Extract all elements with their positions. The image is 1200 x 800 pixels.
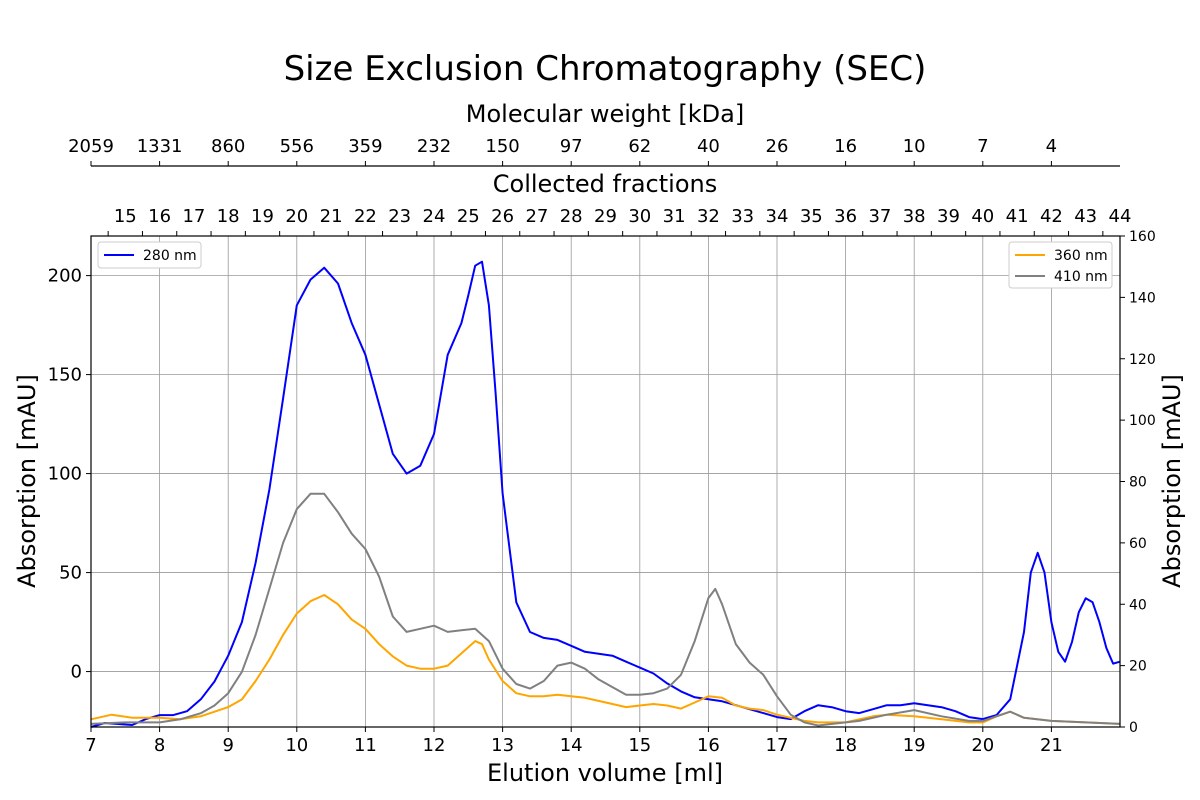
y-axis-left-label: Absorption [mAU] <box>13 374 41 588</box>
fraction-label: 32 <box>697 206 720 227</box>
fraction-label: 39 <box>937 206 960 227</box>
fraction-label: 23 <box>388 206 411 227</box>
y-right-tick-label: 60 <box>1129 536 1147 552</box>
fraction-label: 40 <box>971 206 994 227</box>
legend-360-label: 360 nm <box>1054 248 1108 264</box>
fraction-label: 22 <box>354 206 377 227</box>
y-left-tick-label: 200 <box>48 266 82 287</box>
y-right-tick-label: 140 <box>1129 290 1156 306</box>
fraction-label: 42 <box>1040 206 1063 227</box>
x-axis-label: Elution volume [ml] <box>487 759 723 787</box>
x-tick-label: 18 <box>834 735 857 756</box>
y-left-tick-label: 150 <box>48 365 82 386</box>
x-tick-label: 17 <box>766 735 789 756</box>
y-left-tick-label: 50 <box>59 563 82 584</box>
plot-frame <box>90 235 1121 728</box>
x-tick-label: 7 <box>85 735 96 756</box>
x-tick-label: 9 <box>222 735 233 756</box>
fraction-label: 38 <box>903 206 926 227</box>
fraction-label: 28 <box>560 206 583 227</box>
fraction-label: 27 <box>525 206 548 227</box>
fraction-label: 31 <box>663 206 686 227</box>
fraction-label: 34 <box>766 206 789 227</box>
fraction-label: 24 <box>423 206 446 227</box>
mw-tick-label: 2059 <box>68 136 114 157</box>
y-right-tick-label: 160 <box>1129 229 1156 245</box>
mw-tick-label: 62 <box>628 136 651 157</box>
mw-tick-label: 7 <box>977 136 988 157</box>
fraction-label: 18 <box>217 206 240 227</box>
x-axis-ticks: 7 8 9 10 11 12 13 14 15 16 17 18 19 20 21 <box>85 727 1063 756</box>
fraction-label: 26 <box>491 206 514 227</box>
mw-tick-label: 10 <box>903 136 926 157</box>
x-tick-label: 20 <box>971 735 994 756</box>
y-left-tick-label: 0 <box>71 662 82 683</box>
x-tick-label: 21 <box>1040 735 1063 756</box>
x-tick-label: 15 <box>628 735 651 756</box>
mw-tick-label: 556 <box>280 136 314 157</box>
y-right-tick-label: 20 <box>1129 659 1147 675</box>
x-tick-label: 8 <box>154 735 165 756</box>
x-tick-label: 11 <box>354 735 377 756</box>
top-axis-mw-label: Molecular weight [kDa] <box>466 100 744 128</box>
fraction-label: 25 <box>457 206 480 227</box>
fraction-label: 21 <box>320 206 343 227</box>
top-axis-fractions-label: Collected fractions <box>493 170 717 198</box>
x-tick-label: 14 <box>560 735 583 756</box>
fraction-label: 41 <box>1006 206 1029 227</box>
legend-280-label: 280 nm <box>143 248 197 264</box>
fraction-label: 37 <box>868 206 891 227</box>
y-right-tick-label: 100 <box>1129 413 1156 429</box>
y-right-tick-label: 120 <box>1129 352 1156 368</box>
fraction-label: 36 <box>834 206 857 227</box>
legend-right: 360 nm 410 nm <box>1008 241 1113 289</box>
fraction-label: 19 <box>251 206 274 227</box>
mw-tick-label: 4 <box>1046 136 1057 157</box>
fraction-label: 43 <box>1074 206 1097 227</box>
fraction-label: 17 <box>182 206 205 227</box>
collected-fractions-axis: 15 16 17 18 19 20 21 22 23 24 25 26 27 28 29 30 31 32 33 34… <box>107 206 1132 236</box>
mw-tick-label: 150 <box>485 136 519 157</box>
fraction-label: 35 <box>800 206 823 227</box>
mw-tick-label: 1331 <box>137 136 183 157</box>
mw-tick-label: 97 <box>560 136 583 157</box>
fraction-label: 20 <box>285 206 308 227</box>
x-tick-label: 19 <box>903 735 926 756</box>
series-line-410-nm <box>90 492 1121 727</box>
legend-left: 280 nm <box>97 241 202 269</box>
chart-title: Size Exclusion Chromatography (SEC) <box>284 49 927 89</box>
grid-lines <box>90 236 1120 727</box>
x-tick-label: 13 <box>491 735 514 756</box>
y-right-tick-label: 40 <box>1129 597 1147 613</box>
y-right-tick-label: 0 <box>1129 720 1138 736</box>
mw-tick-label: 359 <box>348 136 382 157</box>
series-lines <box>90 260 1121 728</box>
mw-tick-label: 16 <box>834 136 857 157</box>
mw-tick-label: 40 <box>697 136 720 157</box>
mw-tick-label: 26 <box>766 136 789 157</box>
y-axis-left-ticks: 0 50 100 150 200 <box>48 266 91 683</box>
fraction-label: 33 <box>731 206 754 227</box>
x-tick-label: 16 <box>697 735 720 756</box>
y-axis-right-ticks: 0 20 40 60 80 100 120 140 160 <box>1120 229 1156 736</box>
legend-410-label: 410 nm <box>1054 269 1108 285</box>
x-tick-label: 10 <box>285 735 308 756</box>
y-axis-right-label: Absorption [mAU] <box>1158 374 1186 588</box>
fraction-label: 44 <box>1109 206 1132 227</box>
x-tick-label: 12 <box>423 735 446 756</box>
molecular-weight-axis: 2059 1331 860 556 359 232 150 97 62 40 26 16 10 7 4 <box>68 136 1120 167</box>
fraction-label: 16 <box>148 206 171 227</box>
series-line-360-nm <box>90 594 1121 725</box>
mw-tick-label: 860 <box>211 136 245 157</box>
series-line-280-nm <box>90 260 1121 728</box>
mw-tick-label: 232 <box>417 136 451 157</box>
y-left-tick-label: 100 <box>48 464 82 485</box>
y-right-tick-label: 80 <box>1129 475 1147 491</box>
fraction-label: 30 <box>628 206 651 227</box>
fraction-label: 15 <box>114 206 137 227</box>
fraction-label: 29 <box>594 206 617 227</box>
